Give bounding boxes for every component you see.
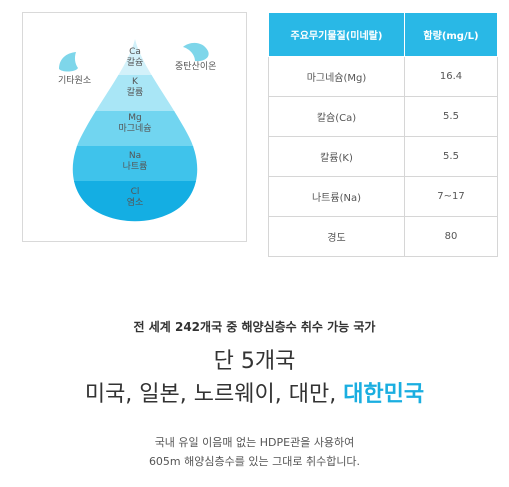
bicarbonate-label: 중탄산이온 [175, 62, 217, 72]
table-row: 나트륨(Na) 7~17 [268, 176, 498, 217]
layer-name: 염소 [126, 198, 144, 208]
description-line-2: 605m 해양심층수를 있는 그대로 취수합니다. [148, 455, 361, 468]
small-drop-right-icon [183, 42, 209, 62]
header-mineral: 주요무기물질(미네랄) [268, 12, 405, 57]
table-row: 마그네슘(Mg) 16.4 [268, 56, 498, 97]
table-row: 경도 80 [268, 216, 498, 257]
layer-symbol: K [132, 77, 138, 87]
mineral-value-cell: 7~17 [404, 176, 498, 217]
layer-potassium: K 칼륨 [100, 77, 170, 99]
section-subtitle: 전 세계 242개국 중 해양심층수 취수 가능 국가 [133, 320, 376, 334]
layer-name: 마그네슘 [118, 124, 152, 134]
layer-calcium: Ca 칼슘 [100, 47, 170, 69]
table-row: 칼륨(K) 5.5 [268, 136, 498, 177]
water-drop-graphic [59, 39, 209, 222]
layer-symbol: Ca [129, 47, 141, 57]
mineral-value-cell: 5.5 [404, 96, 498, 137]
description-line-1: 국내 유일 이음매 없는 HDPE관을 사용하여 [154, 436, 355, 449]
mineral-name-cell: 마그네슘(Mg) [268, 56, 405, 97]
countries-list: 미국, 일본, 노르웨이, 대만, [84, 382, 344, 407]
mineral-value-cell: 16.4 [404, 56, 498, 97]
mineral-value-cell: 80 [404, 216, 498, 257]
mineral-drop-illustration: Ca 칼슘 K 칼륨 Mg 마그네슘 Na 나트륨 Cl 염소 기타원소 중탄산… [22, 12, 247, 242]
layer-name: 나트륨 [122, 162, 148, 172]
description: 국내 유일 이음매 없는 HDPE관을 사용하여 605m 해양심층수를 있는 … [0, 433, 509, 471]
table-header-row: 주요무기물질(미네랄) 함량(mg/L) [268, 12, 498, 57]
layer-magnesium: Mg 마그네슘 [100, 113, 170, 135]
section-headline: 단 5개국 [213, 349, 296, 374]
small-drop-left-icon [59, 52, 78, 72]
mineral-content-table: 주요무기물질(미네랄) 함량(mg/L) 마그네슘(Mg) 16.4 칼슘(Ca… [268, 12, 498, 257]
layer-symbol: Cl [130, 187, 140, 197]
mineral-name-cell: 칼슘(Ca) [268, 96, 405, 137]
mineral-value-cell: 5.5 [404, 136, 498, 177]
mineral-name-cell: 나트륨(Na) [268, 176, 405, 217]
layer-sodium: Na 나트륨 [100, 151, 170, 173]
korea-highlight: 대한민국 [343, 382, 425, 407]
layer-symbol: Na [128, 151, 142, 161]
layer-name: 칼슘 [126, 58, 144, 68]
layer-chloride: Cl 염소 [100, 187, 170, 209]
layer-symbol: Mg [128, 113, 142, 123]
other-elements-label: 기타원소 [58, 76, 92, 86]
mineral-name-cell: 칼륨(K) [268, 136, 405, 177]
mineral-name-cell: 경도 [268, 216, 405, 257]
header-content: 함량(mg/L) [404, 12, 498, 57]
layer-name: 칼륨 [126, 88, 144, 98]
countries-line: 미국, 일본, 노르웨이, 대만, 대한민국 [0, 376, 509, 408]
table-row: 칼슘(Ca) 5.5 [268, 96, 498, 137]
